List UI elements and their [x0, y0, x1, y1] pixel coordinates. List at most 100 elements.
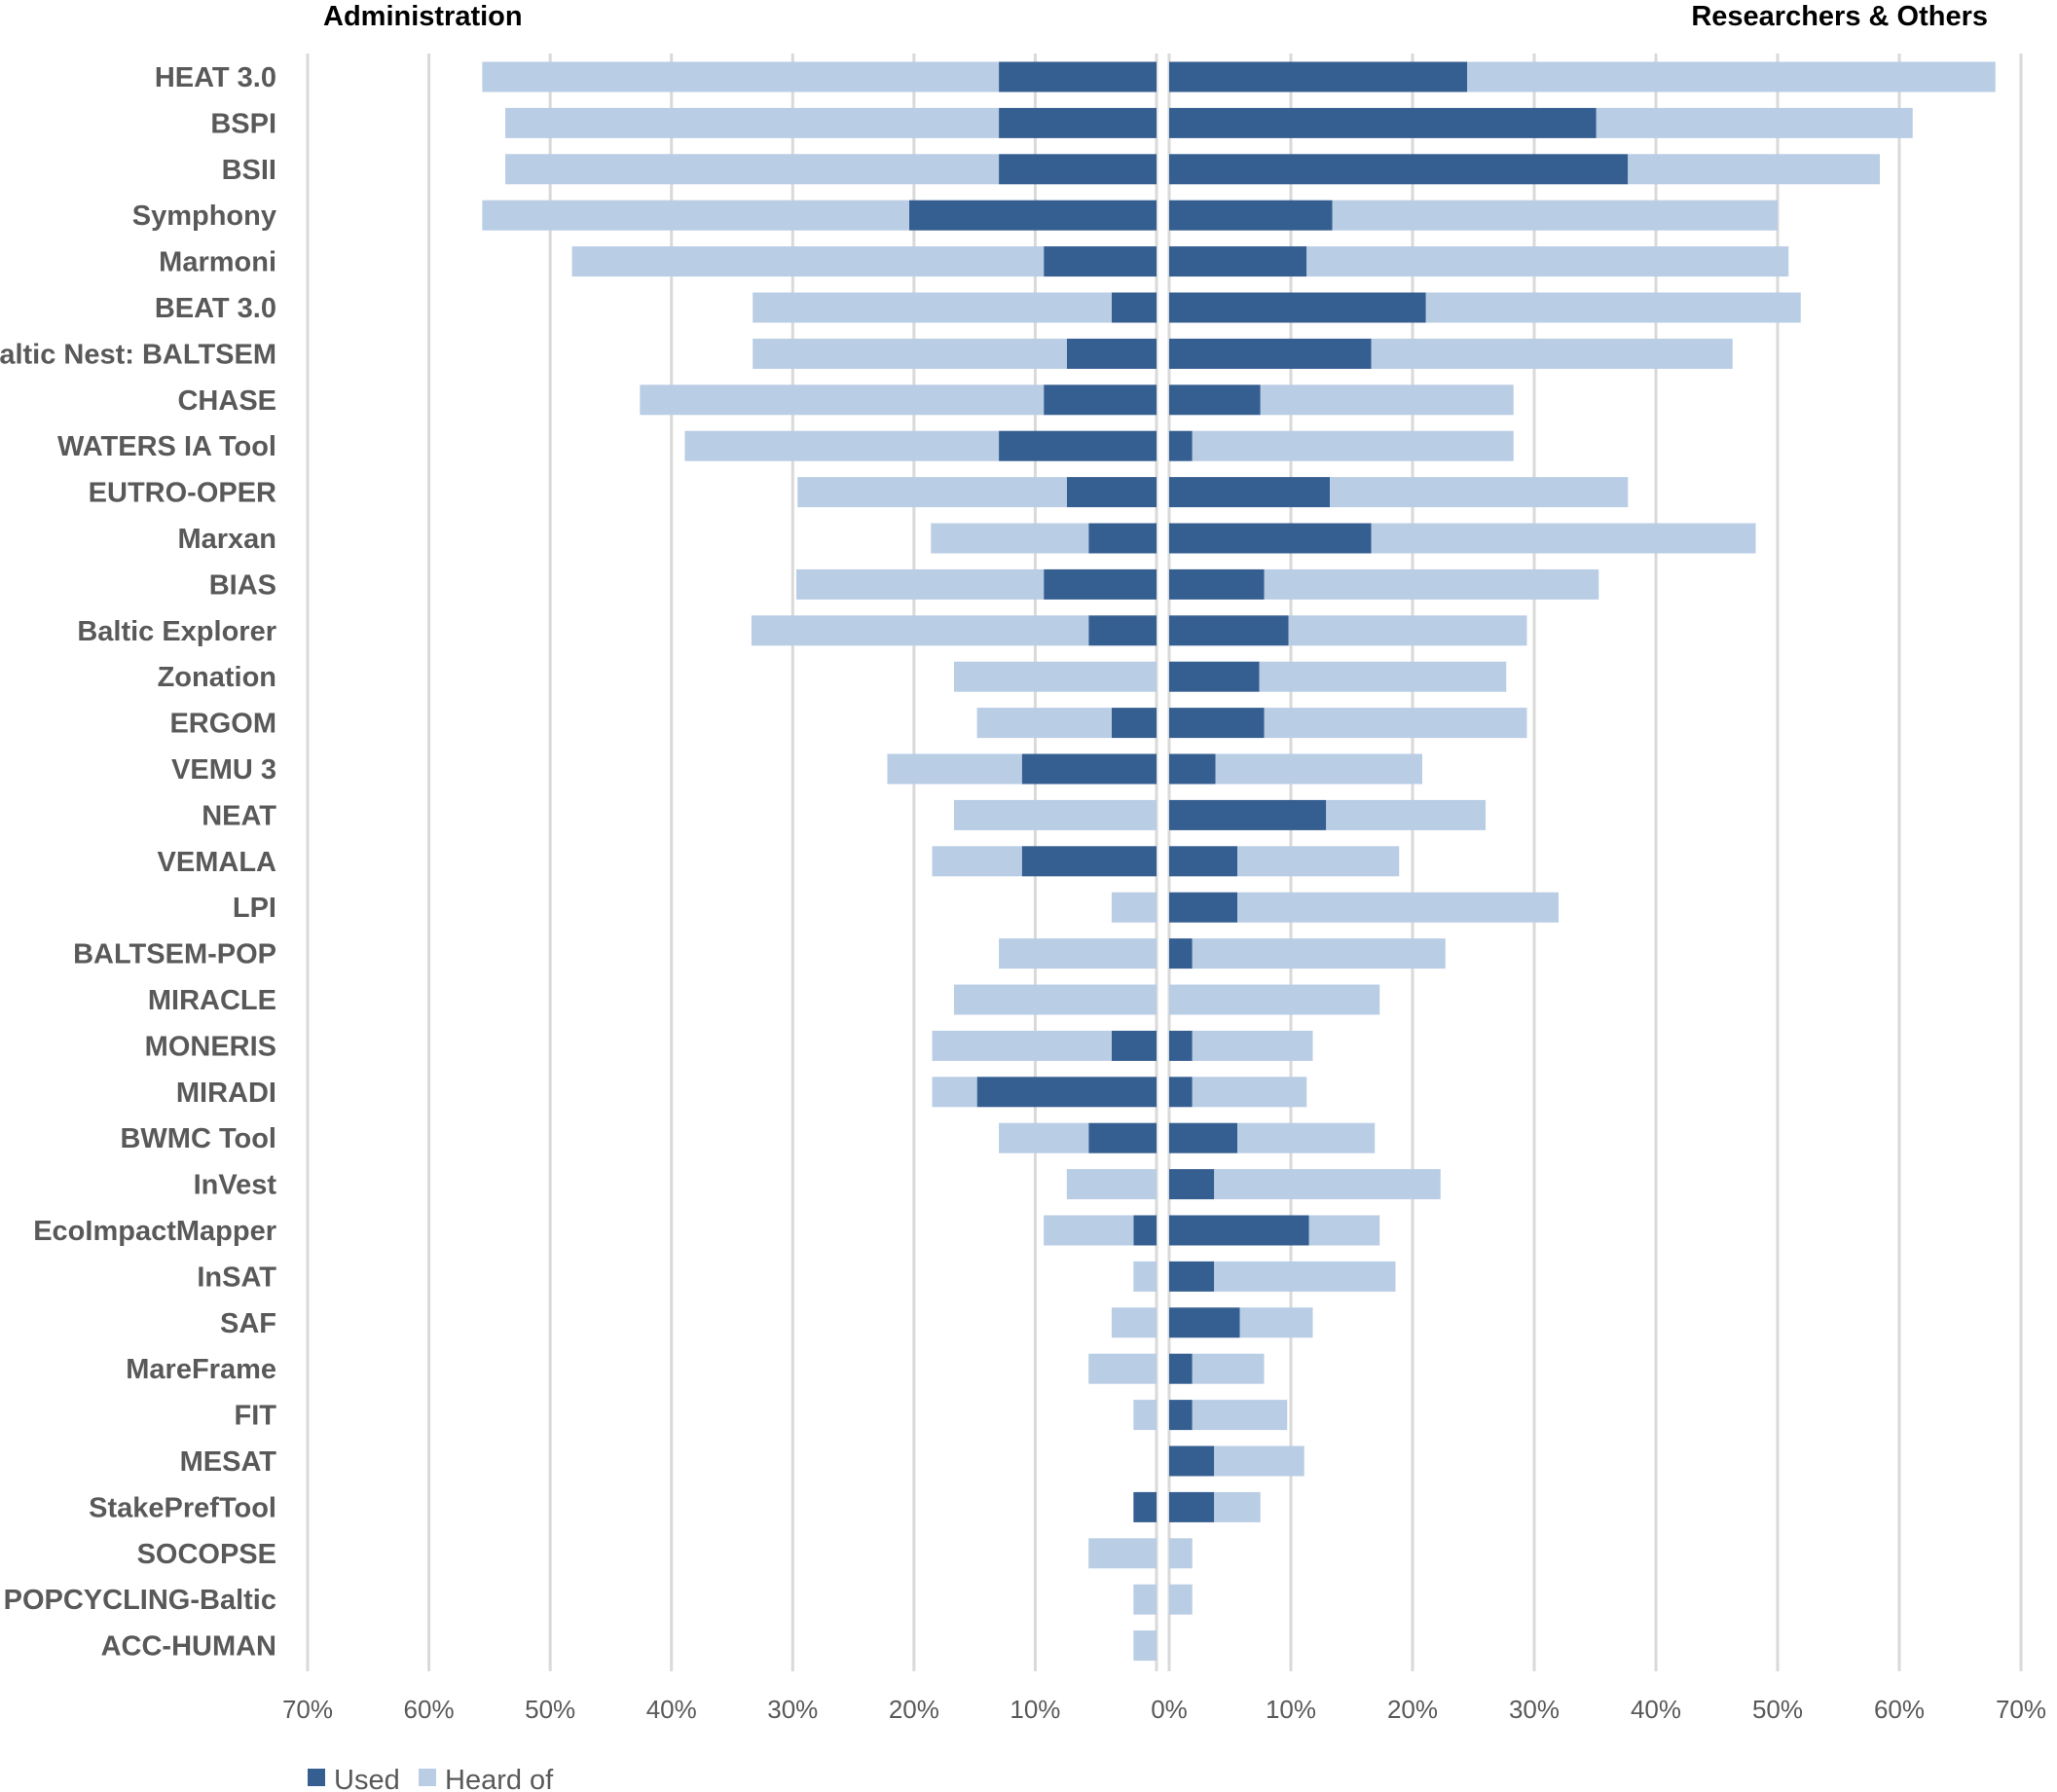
gridlines: [306, 54, 2023, 1671]
bar-researchers-heard-of: [1264, 708, 1527, 739]
tick-label-right: 0%: [1151, 1695, 1188, 1724]
bar-admin-used: [1111, 292, 1157, 323]
bar-researchers-used: [1169, 1307, 1240, 1338]
tick-label-left: 30%: [767, 1695, 818, 1724]
tick-label-left: 40%: [646, 1695, 697, 1724]
bar-admin-heard-of: [640, 384, 1045, 416]
bar-admin-used: [999, 430, 1157, 461]
bar-admin-heard-of: [1133, 1630, 1157, 1662]
bar-researchers-heard-of: [1288, 615, 1527, 646]
bar-admin-heard-of: [753, 292, 1112, 323]
bar-admin-heard-of: [932, 1077, 977, 1108]
category-label: Baltic Explorer: [77, 616, 276, 647]
category-label: StakePrefTool: [89, 1492, 276, 1523]
tick-label-right: 40%: [1631, 1695, 1681, 1724]
bar-researchers-heard-of: [1192, 1030, 1313, 1061]
bar-admin-used: [908, 200, 1157, 231]
tick-label-right: 10%: [1266, 1695, 1316, 1724]
bar-admin-heard-of: [953, 799, 1157, 830]
bar-researchers-used: [1169, 384, 1261, 416]
bar-researchers-heard-of: [1596, 107, 1913, 138]
bar-researchers-heard-of: [1214, 1169, 1441, 1200]
panel-title-administration: Administration: [323, 1, 523, 32]
bar-admin-heard-of: [1133, 1584, 1157, 1615]
legend-swatch-used: [308, 1769, 325, 1786]
bar-admin-heard-of: [953, 984, 1157, 1015]
category-label: NEAT: [202, 800, 276, 831]
bar-researchers-heard-of: [1192, 1077, 1307, 1108]
bar-researchers-used: [1169, 1491, 1215, 1522]
bar-admin-used: [999, 61, 1157, 92]
bar-researchers-heard-of: [1306, 246, 1789, 277]
bar-researchers-used: [1169, 246, 1307, 277]
category-label: MareFrame: [126, 1354, 276, 1385]
bar-admin-heard-of: [931, 523, 1089, 554]
category-label: SOCOPSE: [137, 1539, 276, 1570]
bar-researchers-heard-of: [1237, 892, 1559, 923]
category-label: HEAT 3.0: [155, 62, 276, 93]
bar-admin-heard-of: [932, 846, 1022, 877]
category-label: BSII: [222, 155, 276, 186]
bar-researchers-used: [1169, 846, 1237, 877]
bar-admin-heard-of: [505, 107, 1000, 138]
bar-researchers-used: [1169, 615, 1289, 646]
bars: [482, 61, 1996, 1662]
category-label: EUTRO-OPER: [89, 478, 276, 509]
category-label: MONERIS: [145, 1031, 276, 1062]
category-label: EcoImpactMapper: [33, 1216, 276, 1247]
bar-researchers-used: [1169, 568, 1265, 600]
category-label: Zonation: [158, 662, 276, 693]
category-label: ACC-HUMAN: [101, 1631, 276, 1663]
bar-admin-heard-of: [1088, 1353, 1157, 1384]
bar-admin-used: [999, 154, 1157, 185]
bar-admin-heard-of: [976, 708, 1112, 739]
bar-admin-heard-of: [1111, 892, 1157, 923]
category-label: BIAS: [209, 569, 276, 601]
bar-admin-heard-of: [953, 661, 1157, 692]
bar-admin-heard-of: [1111, 1307, 1157, 1338]
category-label: Marmoni: [159, 247, 276, 278]
bar-researchers-used: [1169, 1400, 1193, 1431]
bar-admin-heard-of: [999, 1122, 1089, 1153]
bar-researchers-used: [1169, 1261, 1215, 1292]
category-label: MESAT: [180, 1446, 277, 1478]
bar-researchers-heard-of: [1192, 938, 1446, 969]
category-label: LPI: [233, 893, 276, 924]
bar-researchers-heard-of: [1259, 661, 1507, 692]
bar-admin-heard-of: [999, 938, 1157, 969]
legend-label-heard-of: Heard of: [445, 1765, 554, 1792]
bar-admin-heard-of: [753, 338, 1067, 369]
bar-researchers-used: [1169, 938, 1193, 969]
bar-admin-used: [1088, 615, 1157, 646]
legend: Used Heard of: [308, 1765, 554, 1792]
bar-admin-used: [999, 107, 1157, 138]
bar-admin-heard-of: [505, 154, 1000, 185]
category-label: CHASE: [177, 385, 276, 417]
bar-researchers-used: [1169, 1030, 1193, 1061]
bar-researchers-heard-of: [1169, 984, 1380, 1015]
bar-researchers-heard-of: [1169, 1538, 1193, 1569]
bar-admin-heard-of: [887, 753, 1022, 785]
bar-researchers-used: [1169, 523, 1372, 554]
bar-researchers-heard-of: [1628, 154, 1880, 185]
bar-admin-used: [1111, 1030, 1157, 1061]
bar-researchers-heard-of: [1192, 430, 1514, 461]
bar-admin-heard-of: [482, 200, 909, 231]
bar-admin-heard-of: [751, 615, 1089, 646]
bar-admin-used: [1021, 846, 1157, 877]
bar-admin-heard-of: [482, 61, 1000, 92]
bar-admin-used: [1133, 1491, 1157, 1522]
bar-researchers-heard-of: [1192, 1400, 1288, 1431]
bar-researchers-used: [1169, 477, 1330, 508]
bar-researchers-used: [1169, 1077, 1193, 1108]
bar-researchers-used: [1169, 1353, 1193, 1384]
tick-label-right: 50%: [1752, 1695, 1803, 1724]
bar-researchers-heard-of: [1330, 477, 1629, 508]
bar-admin-used: [1088, 523, 1157, 554]
category-label: Marxan: [177, 524, 276, 555]
category-label: InSAT: [197, 1262, 276, 1293]
tick-label-left: 20%: [889, 1695, 939, 1724]
category-label: MIRACLE: [148, 985, 276, 1016]
bar-researchers-heard-of: [1371, 523, 1756, 554]
